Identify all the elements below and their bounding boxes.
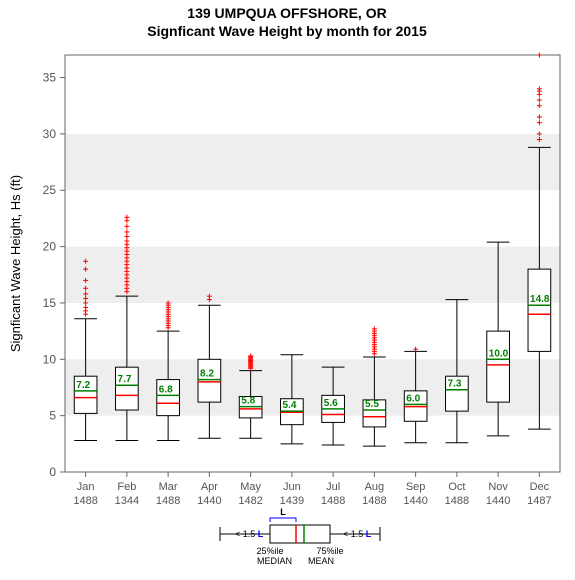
grid-band [65, 359, 560, 415]
count-label: 1440 [486, 495, 510, 507]
grid-band [65, 247, 560, 303]
y-tick-label: 30 [43, 127, 57, 141]
mean-value-label: 5.8 [241, 396, 255, 407]
boxplot-chart: 139 UMPQUA OFFSHORE, OR Signficant Wave H… [0, 0, 575, 580]
count-label: 1482 [238, 495, 262, 507]
count-label: 1439 [280, 495, 304, 507]
mean-value-label: 5.4 [283, 400, 297, 411]
count-label: 1488 [362, 495, 386, 507]
y-tick-label: 10 [43, 352, 57, 366]
mean-value-label: 5.5 [365, 399, 379, 410]
count-label: 1344 [115, 495, 139, 507]
mean-value-label: 6.8 [159, 384, 173, 395]
legend-15L-left: < 1.5 L [235, 529, 264, 539]
mean-value-label: 8.2 [200, 369, 214, 380]
legend-75pct: 75%ile [316, 546, 343, 556]
month-label: Aug [365, 481, 385, 493]
box [487, 331, 510, 402]
chart-container: 139 UMPQUA OFFSHORE, OR Signficant Wave H… [0, 0, 575, 580]
count-label: 1488 [445, 495, 469, 507]
month-label: Dec [530, 481, 550, 493]
count-label: 1488 [73, 495, 97, 507]
count-label: 1488 [321, 495, 345, 507]
count-label: 1488 [156, 495, 180, 507]
month-label: Mar [159, 481, 178, 493]
legend-25pct: 25%ile [256, 546, 283, 556]
count-label: 1440 [197, 495, 221, 507]
legend-L: L [280, 507, 286, 517]
mean-value-label: 7.7 [118, 374, 132, 385]
month-label: Feb [117, 481, 136, 493]
y-tick-label: 35 [43, 71, 57, 85]
mean-value-label: 14.8 [530, 294, 550, 305]
month-label: Apr [201, 481, 218, 493]
count-label: 1487 [527, 495, 551, 507]
y-tick-label: 0 [49, 465, 56, 479]
month-label: Jun [283, 481, 301, 493]
legend-15L-right: < 1.5 L [343, 529, 372, 539]
count-label: 1440 [403, 495, 427, 507]
y-tick-label: 20 [43, 240, 57, 254]
grid-band [65, 134, 560, 190]
y-tick-label: 25 [43, 183, 57, 197]
month-label: May [240, 481, 261, 493]
y-tick-label: 5 [49, 409, 56, 423]
month-label: Oct [448, 481, 465, 493]
chart-title-1: 139 UMPQUA OFFSHORE, OR [187, 5, 386, 21]
y-tick-label: 15 [43, 296, 57, 310]
month-label: Jul [326, 481, 340, 493]
mean-value-label: 6.0 [406, 393, 420, 404]
mean-value-label: 10.0 [489, 348, 509, 359]
mean-value-label: 7.2 [76, 380, 90, 391]
legend-median-label: MEDIAN [257, 556, 292, 566]
legend-bracket [270, 518, 296, 522]
y-axis-label: Signficant Wave Height, Hs (ft) [8, 175, 23, 352]
legend-box [270, 525, 330, 543]
mean-value-label: 7.3 [448, 379, 462, 390]
box [528, 269, 551, 351]
month-label: Sep [406, 481, 426, 493]
month-label: Jan [77, 481, 95, 493]
chart-title-2: Signficant Wave Height by month for 2015 [147, 23, 427, 39]
month-label: Nov [488, 481, 508, 493]
box [198, 359, 221, 402]
mean-value-label: 5.6 [324, 398, 338, 409]
legend-mean-label: MEAN [308, 556, 334, 566]
